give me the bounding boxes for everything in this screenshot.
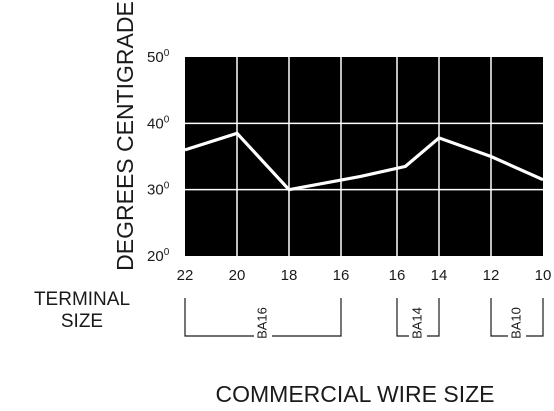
x-axis-label: COMMERCIAL WIRE SIZE bbox=[216, 381, 495, 407]
y-tick-label-2: 300 bbox=[147, 181, 170, 199]
group-bracket-left-0 bbox=[184, 298, 254, 337]
x-tick-label-7: 10 bbox=[535, 267, 552, 284]
x-tick-label-5: 14 bbox=[431, 267, 448, 284]
x-tick-labels: 22 20 18 16 16 14 12 10 bbox=[177, 267, 552, 284]
group-bracket-right-0 bbox=[272, 298, 342, 337]
x-tick-label-1: 20 bbox=[229, 267, 246, 284]
terminal-size-label-line1: TERMINAL bbox=[34, 289, 130, 310]
x-tick-label-4: 16 bbox=[389, 267, 406, 284]
x-tick-label-6: 12 bbox=[483, 267, 500, 284]
x-tick-label-2: 18 bbox=[281, 267, 298, 284]
group-bracket-right-2 bbox=[526, 298, 544, 337]
plot-area bbox=[185, 57, 543, 256]
group-label-2: BA10 bbox=[508, 307, 523, 339]
x-tick-label-3: 16 bbox=[333, 267, 350, 284]
x-tick-label-0: 22 bbox=[177, 267, 194, 284]
y-tick-label-1: 400 bbox=[147, 114, 170, 132]
temperature-line bbox=[184, 131, 544, 192]
group-bracket-left-2 bbox=[490, 298, 508, 337]
group-label-0: BA16 bbox=[254, 307, 269, 339]
y-tick-label-3: 200 bbox=[147, 247, 170, 265]
y-tick-labels: 500 400 300 200 bbox=[147, 48, 170, 265]
group-bracket-left-1 bbox=[396, 298, 409, 337]
y-axis-label: DEGREES CENTIGRADE bbox=[112, 1, 138, 271]
terminal-size-groups: BA16 BA14 BA10 bbox=[184, 298, 544, 339]
group-label-1: BA14 bbox=[409, 307, 424, 339]
y-tick-label-0: 500 bbox=[147, 48, 170, 66]
group-bracket-right-1 bbox=[427, 298, 440, 337]
grid bbox=[185, 57, 543, 256]
terminal-size-label-line2: SIZE bbox=[61, 311, 103, 332]
